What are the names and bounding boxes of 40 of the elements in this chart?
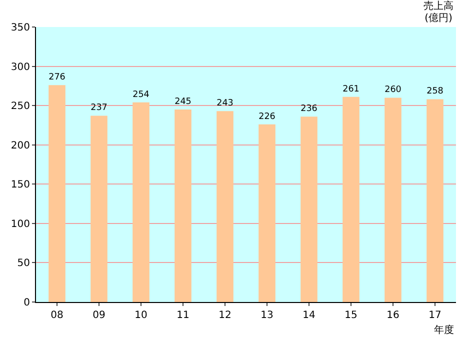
bar bbox=[258, 124, 276, 302]
x-axis-title: 年度 bbox=[434, 324, 454, 336]
y-tick-label: 300 bbox=[10, 62, 30, 73]
x-tick-label: 11 bbox=[176, 310, 190, 321]
x-tick-label: 15 bbox=[344, 310, 358, 321]
bar bbox=[174, 110, 192, 302]
x-tick-label: 14 bbox=[302, 310, 316, 321]
data-label: 260 bbox=[384, 85, 402, 96]
x-tick-label: 17 bbox=[428, 310, 442, 321]
bar bbox=[426, 99, 444, 302]
y-axis-title: 売上高(億円) bbox=[423, 1, 454, 25]
data-label: 243 bbox=[216, 98, 234, 108]
x-tick-label: 12 bbox=[218, 310, 232, 321]
data-label: 261 bbox=[342, 84, 360, 94]
y-tick-label: 350 bbox=[10, 22, 30, 34]
data-label: 254 bbox=[132, 90, 150, 100]
bar bbox=[300, 116, 318, 302]
data-label: 226 bbox=[258, 112, 276, 122]
bar bbox=[342, 96, 360, 302]
bar bbox=[90, 116, 108, 302]
x-tick-label: 08 bbox=[50, 310, 64, 321]
y-tick-label: 0 bbox=[24, 298, 30, 308]
data-label: 258 bbox=[426, 86, 444, 97]
y-tick-label: 250 bbox=[10, 101, 30, 112]
x-tick-label: 13 bbox=[260, 310, 274, 321]
bar bbox=[384, 98, 402, 302]
data-label: 237 bbox=[90, 103, 108, 114]
bar bbox=[48, 85, 66, 302]
y-tick-label: 50 bbox=[17, 258, 30, 270]
bar bbox=[216, 111, 234, 302]
data-label: 236 bbox=[300, 104, 318, 114]
y-tick-label: 200 bbox=[10, 140, 30, 152]
y-tick-label: 100 bbox=[10, 218, 30, 230]
bar bbox=[132, 102, 150, 302]
x-tick-label: 09 bbox=[92, 310, 106, 321]
x-tick-label: 10 bbox=[134, 310, 148, 321]
x-tick-label: 16 bbox=[386, 310, 400, 321]
data-label: 276 bbox=[48, 72, 66, 82]
y-tick-label: 150 bbox=[10, 180, 30, 191]
data-label: 245 bbox=[174, 96, 192, 107]
